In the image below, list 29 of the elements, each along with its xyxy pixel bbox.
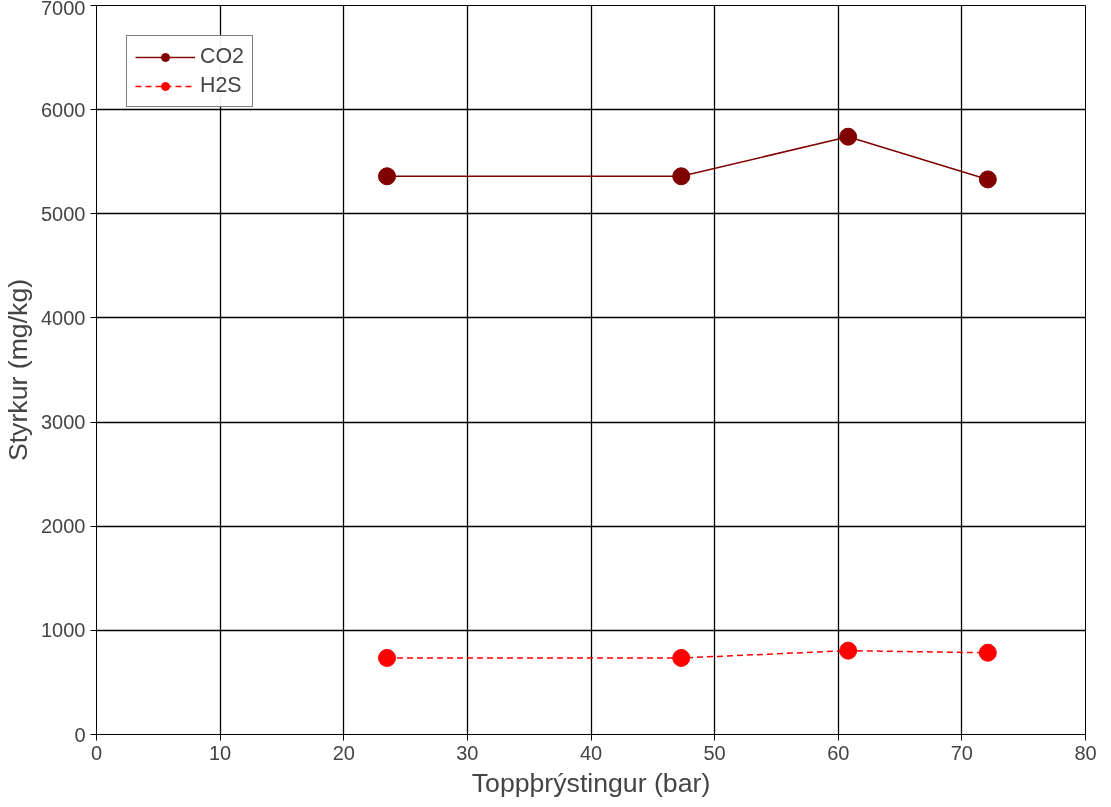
y-tick-label: 0 (74, 723, 86, 746)
y-tick-label: 1000 (41, 619, 86, 642)
point (839, 641, 858, 660)
x-tick-label: 70 (950, 741, 973, 764)
y-tick-label: 7000 (41, 0, 86, 19)
point (378, 167, 397, 186)
x-tick-label: 80 (1074, 741, 1097, 764)
y-tick-label: 4000 (41, 306, 86, 329)
point (378, 648, 397, 667)
y-tick-label: 3000 (41, 411, 86, 434)
point (672, 648, 691, 667)
x-tick-label: 10 (209, 741, 232, 764)
x-tick-label: 20 (332, 741, 355, 764)
y-tick-label: 5000 (41, 202, 86, 225)
y-tick-label: 2000 (41, 515, 86, 538)
x-tick-label: 50 (703, 741, 726, 764)
x-tick-label: 30 (456, 741, 479, 764)
y-axis-title: Styrkur (mg/kg) (3, 278, 34, 462)
legend-label: CO2 (200, 44, 244, 69)
point (978, 643, 997, 662)
point (839, 127, 858, 146)
point (978, 170, 997, 189)
point (672, 167, 691, 186)
y-tick-label: 6000 (41, 98, 86, 121)
x-axis-title: Toppþrýstingur (bar) (471, 767, 711, 798)
x-tick-label: 40 (579, 741, 603, 764)
legend-label: H2S (200, 73, 242, 98)
x-tick-label: 60 (827, 741, 850, 764)
x-tick-label: 0 (90, 741, 103, 764)
